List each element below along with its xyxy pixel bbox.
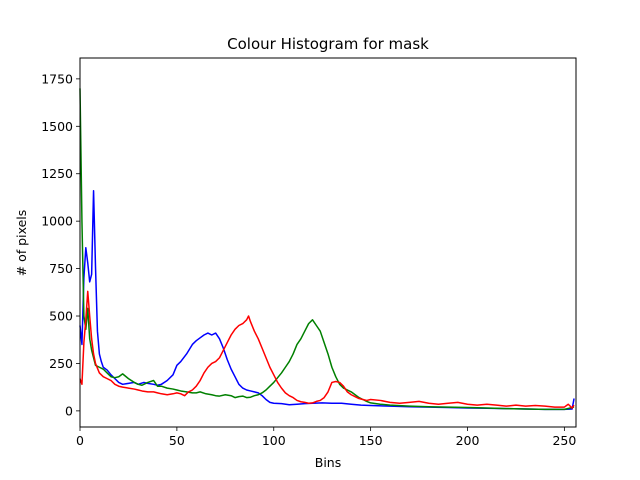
- x-tick-label: 100: [262, 433, 286, 448]
- x-tick-label: 200: [456, 433, 480, 448]
- y-tick-label: 1250: [41, 166, 73, 181]
- x-axis-ticks: 0 50 100 150 200 250: [76, 427, 576, 448]
- x-axis-label: Bins: [315, 455, 341, 470]
- y-tick-label: 1750: [41, 71, 73, 86]
- series-line-2: [79, 290, 575, 409]
- y-axis-ticks: 0 250 500 750 1000 1250 1500 1750: [41, 71, 80, 418]
- plot-area: [79, 57, 577, 428]
- x-tick-label: 250: [552, 433, 576, 448]
- x-tick-label: 150: [359, 433, 383, 448]
- series-line-0: [79, 190, 575, 411]
- series-lines: [79, 88, 575, 411]
- x-tick-label: 50: [169, 433, 185, 448]
- y-tick-label: 750: [49, 261, 73, 276]
- x-tick-label: 0: [76, 433, 84, 448]
- y-tick-label: 1500: [41, 119, 73, 134]
- axes-frame: [79, 57, 577, 428]
- y-tick-label: 0: [65, 403, 73, 418]
- y-tick-label: 1000: [41, 214, 73, 229]
- y-axis-label: # of pixels: [14, 210, 29, 277]
- y-tick-label: 250: [49, 356, 73, 371]
- y-tick-label: 500: [49, 309, 73, 324]
- chart-title: Colour Histogram for mask: [227, 35, 429, 53]
